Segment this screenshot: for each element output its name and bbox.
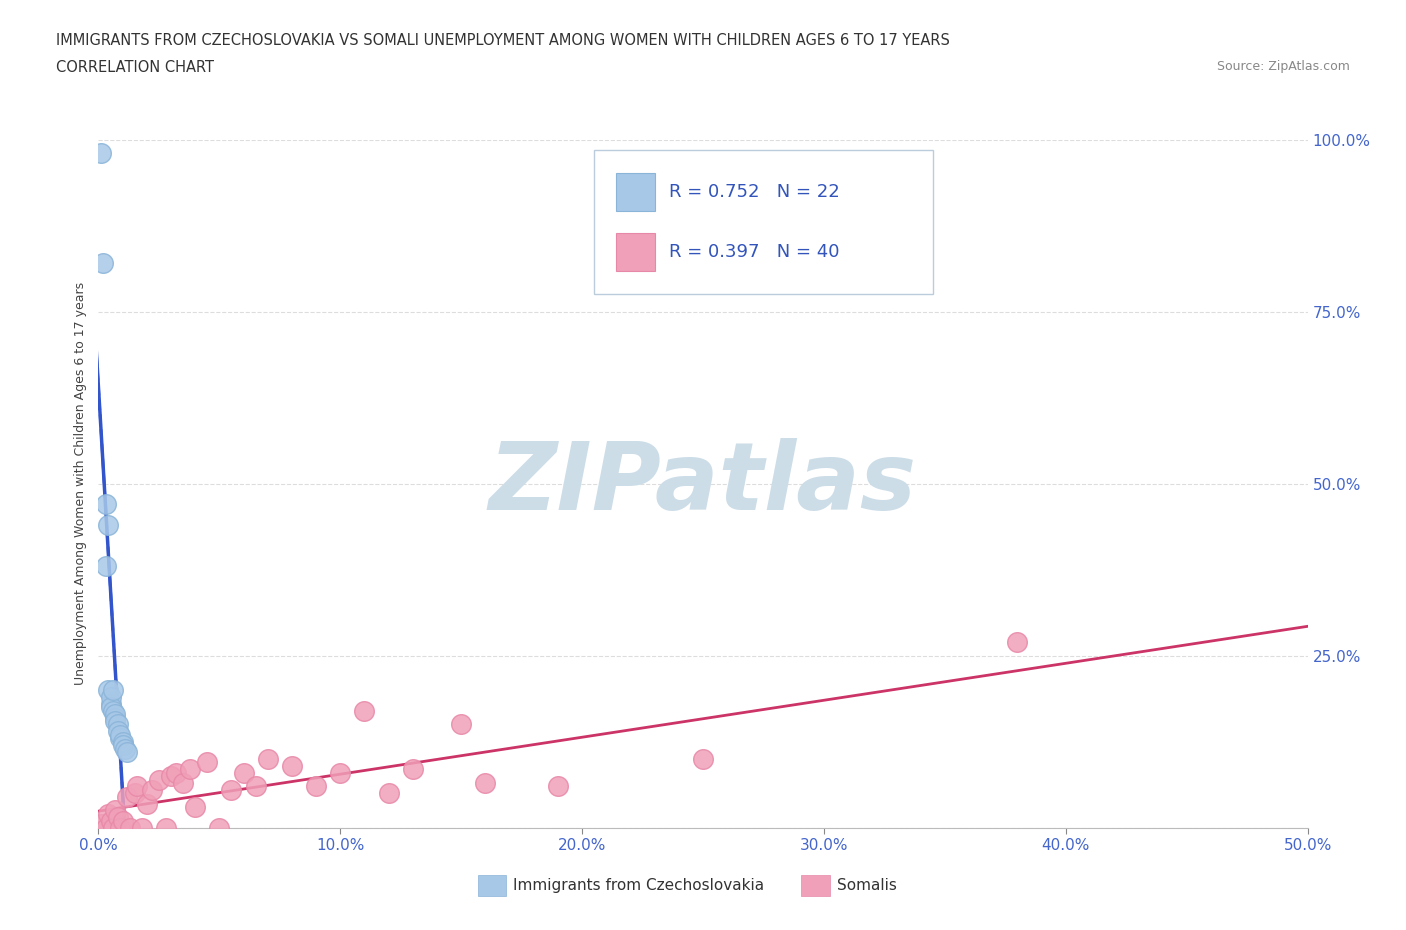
Point xyxy=(107,810,129,825)
Point xyxy=(118,820,141,835)
Point xyxy=(90,817,112,831)
Point xyxy=(184,800,207,815)
Point xyxy=(474,776,496,790)
Point xyxy=(107,724,129,738)
Point xyxy=(117,790,139,804)
Text: CORRELATION CHART: CORRELATION CHART xyxy=(56,60,214,75)
Point xyxy=(97,806,120,821)
FancyBboxPatch shape xyxy=(616,233,655,272)
Point xyxy=(165,765,187,780)
Text: IMMIGRANTS FROM CZECHOSLOVAKIA VS SOMALI UNEMPLOYMENT AMONG WOMEN WITH CHILDREN : IMMIGRANTS FROM CZECHOSLOVAKIA VS SOMALI… xyxy=(56,33,950,47)
Point xyxy=(117,745,139,760)
Point xyxy=(131,820,153,835)
Text: R = 0.752   N = 22: R = 0.752 N = 22 xyxy=(669,183,839,201)
Point xyxy=(100,697,122,711)
Point xyxy=(160,768,183,783)
Point xyxy=(245,779,267,794)
Point xyxy=(108,727,131,742)
Point xyxy=(111,737,134,752)
Point xyxy=(94,820,117,835)
Point xyxy=(101,683,124,698)
Point xyxy=(114,741,136,756)
Point xyxy=(100,700,122,715)
Point xyxy=(135,796,157,811)
Point xyxy=(172,776,194,790)
Point xyxy=(107,717,129,732)
Point xyxy=(692,751,714,766)
Point xyxy=(155,820,177,835)
Point xyxy=(256,751,278,766)
FancyBboxPatch shape xyxy=(616,173,655,211)
Point xyxy=(353,703,375,718)
Point xyxy=(402,762,425,777)
Point xyxy=(124,786,146,801)
Point xyxy=(111,814,134,829)
Text: ZIPatlas: ZIPatlas xyxy=(489,438,917,529)
Point xyxy=(141,782,163,797)
Point xyxy=(100,689,122,704)
Point xyxy=(305,779,328,794)
Point xyxy=(94,497,117,512)
Point xyxy=(179,762,201,777)
Point xyxy=(329,765,352,780)
FancyBboxPatch shape xyxy=(595,150,932,295)
Text: Somalis: Somalis xyxy=(837,878,897,893)
Point xyxy=(100,814,122,829)
Point xyxy=(195,755,218,770)
Point xyxy=(108,820,131,835)
Point xyxy=(101,820,124,835)
Point xyxy=(90,146,112,161)
Point xyxy=(101,703,124,718)
Point xyxy=(281,758,304,773)
Text: Source: ZipAtlas.com: Source: ZipAtlas.com xyxy=(1216,60,1350,73)
Point xyxy=(1007,634,1029,649)
Point xyxy=(111,735,134,750)
Text: Immigrants from Czechoslovakia: Immigrants from Czechoslovakia xyxy=(513,878,765,893)
Point xyxy=(104,804,127,818)
Point xyxy=(91,256,114,271)
Point xyxy=(377,786,399,801)
Point xyxy=(221,782,243,797)
Point xyxy=(108,731,131,746)
Y-axis label: Unemployment Among Women with Children Ages 6 to 17 years: Unemployment Among Women with Children A… xyxy=(75,282,87,685)
Point xyxy=(232,765,254,780)
Point xyxy=(104,711,127,725)
Point xyxy=(547,779,569,794)
Point xyxy=(94,559,117,574)
Text: R = 0.397   N = 40: R = 0.397 N = 40 xyxy=(669,244,839,261)
Point xyxy=(104,707,127,722)
Point xyxy=(148,772,170,787)
Point xyxy=(208,820,231,835)
Point xyxy=(104,713,127,728)
Point xyxy=(127,779,149,794)
Point xyxy=(97,517,120,532)
Point xyxy=(97,683,120,698)
Point xyxy=(450,717,472,732)
